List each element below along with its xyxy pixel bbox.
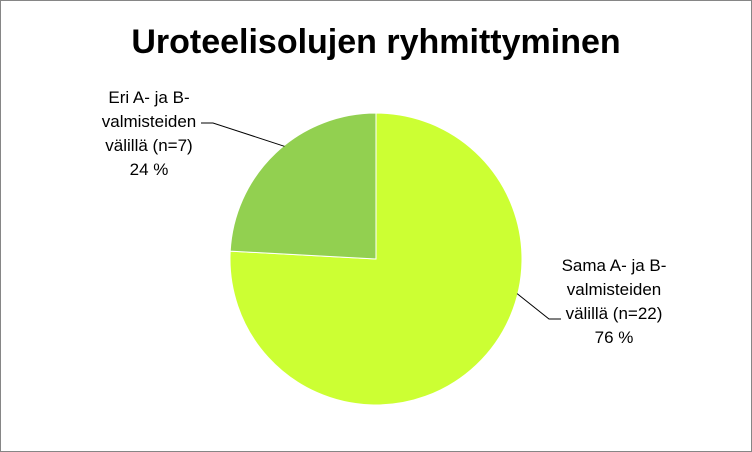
slice-label-different-line-3: välillä (n=7) xyxy=(105,136,193,155)
slice-label-same-line-1: Sama A- ja B- xyxy=(561,256,667,275)
slice-label-different: Eri A- ja B- valmisteiden välillä (n=7) … xyxy=(64,86,234,182)
slice-label-same-line-3: välillä (n=22) xyxy=(565,304,663,323)
pie-slice-different xyxy=(229,112,377,260)
slice-label-same: Sama A- ja B- valmisteiden välillä (n=22… xyxy=(529,254,699,350)
slice-label-different-line-1: Eri A- ja B- xyxy=(108,88,190,107)
chart-title: Uroteelisolujen ryhmittyminen xyxy=(131,23,621,61)
leader-line-same xyxy=(516,293,561,320)
slice-label-different-line-2: valmisteiden xyxy=(101,112,197,131)
leader-line-different xyxy=(201,122,285,147)
slice-label-same-line-2: valmisteiden xyxy=(566,280,662,299)
slice-label-same-line-4: 76 % xyxy=(594,328,634,347)
slice-label-different-line-4: 24 % xyxy=(129,160,169,179)
